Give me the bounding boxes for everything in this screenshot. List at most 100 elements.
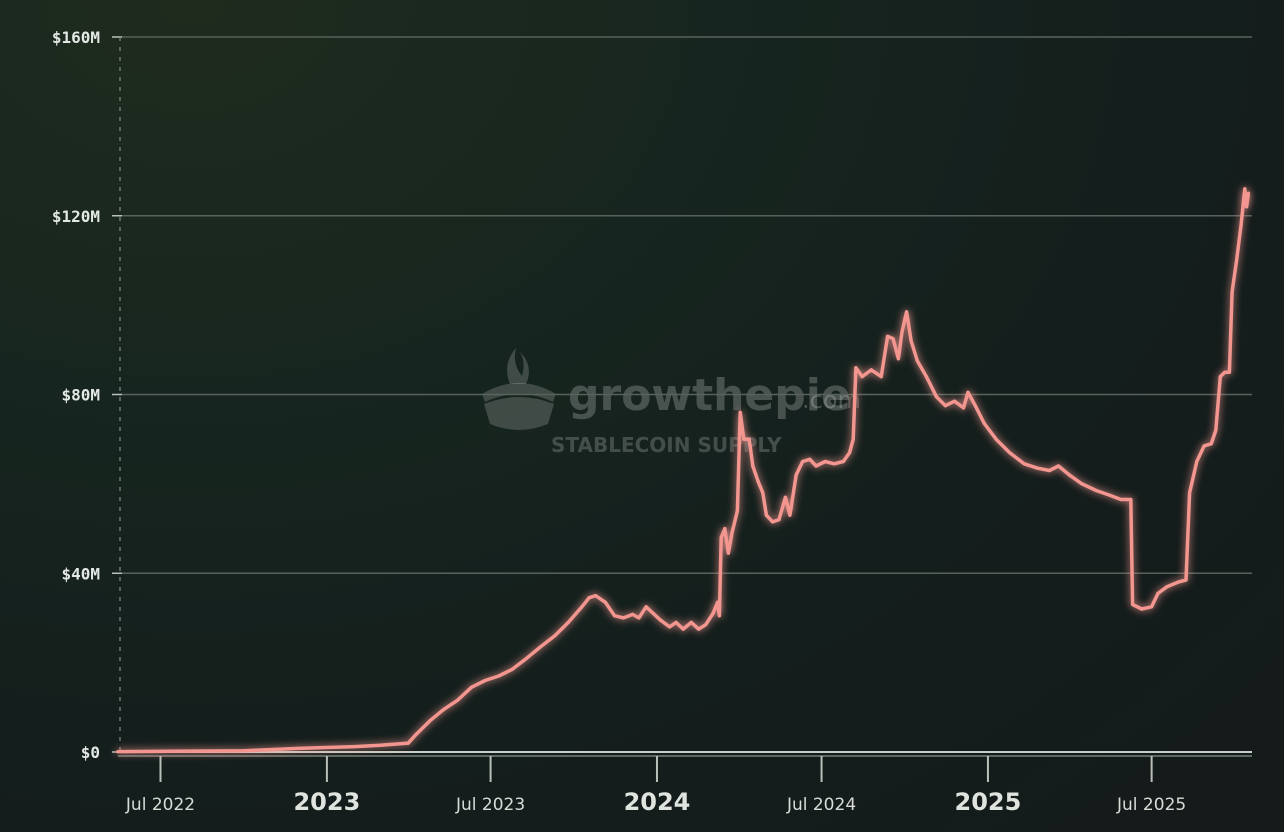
data-point — [497, 674, 501, 678]
growthepie-logo-icon — [482, 348, 556, 430]
watermark-subtitle: STABLECOIN SUPPLY — [551, 433, 782, 457]
series-line — [116, 187, 1251, 754]
data-point — [1235, 258, 1239, 262]
data-point — [689, 620, 693, 625]
data-point — [442, 707, 446, 712]
data-point — [814, 464, 818, 468]
data-point — [644, 605, 648, 609]
data-point — [891, 337, 895, 341]
data-point — [603, 600, 608, 604]
data-point — [788, 513, 792, 517]
data-point — [1022, 462, 1026, 466]
data-point — [1165, 585, 1169, 589]
data-point — [1067, 473, 1071, 477]
data-point — [1239, 223, 1243, 227]
y-tick-label: $80M — [61, 386, 100, 405]
data-point — [637, 616, 641, 620]
data-point — [943, 404, 948, 408]
data-point — [1080, 482, 1084, 486]
data-point — [1202, 444, 1206, 448]
data-point — [325, 745, 329, 750]
data-point — [777, 518, 781, 522]
data-point — [966, 390, 970, 394]
data-point — [869, 368, 873, 372]
data-point — [704, 623, 708, 627]
x-axis: Jul 2022 2023 Jul 2023 2024 Jul 2024 2025 Jul … — [118, 751, 1252, 816]
watermark-domain: .com — [802, 386, 861, 414]
data-point — [1184, 578, 1188, 582]
data-point — [886, 334, 890, 338]
data-point — [612, 614, 617, 618]
data-point — [909, 339, 913, 343]
data-point — [659, 618, 663, 622]
data-point — [738, 410, 742, 414]
y-tick-label: $40M — [61, 564, 100, 583]
data-point — [764, 513, 769, 517]
data-point — [483, 678, 487, 683]
data-point — [1243, 187, 1247, 191]
data-point — [1008, 451, 1012, 455]
data-point — [697, 627, 701, 631]
data-point — [860, 375, 864, 379]
data-point — [1047, 468, 1051, 473]
data-point — [651, 611, 655, 616]
data-point — [961, 406, 966, 410]
data-point — [783, 495, 788, 499]
series-layer — [116, 187, 1251, 754]
data-point — [1227, 370, 1231, 374]
x-tick-label: Jul 2025 — [1116, 795, 1186, 815]
watermark: growthepie .com STABLECOIN SUPPLY — [482, 348, 861, 457]
data-point — [761, 491, 765, 495]
data-point — [726, 551, 731, 555]
data-point — [566, 620, 570, 625]
data-point — [553, 634, 557, 638]
y-tick-label: $0 — [81, 743, 100, 762]
data-point — [297, 746, 301, 751]
data-point — [801, 459, 805, 464]
data-point — [905, 310, 909, 314]
y-axis: $0 $40M $80M $120M $160M — [52, 28, 122, 762]
data-point — [1176, 580, 1180, 584]
data-point — [1223, 370, 1227, 374]
data-point — [674, 620, 678, 625]
data-point — [723, 527, 727, 531]
x-tick-label: 2024 — [624, 788, 691, 816]
x-tick-label: Jul 2023 — [455, 795, 525, 815]
data-point — [934, 395, 939, 399]
data-point — [1119, 497, 1123, 502]
data-point — [756, 480, 760, 484]
y-tick-label: $120M — [52, 207, 100, 226]
data-point — [631, 612, 635, 617]
data-point — [832, 462, 836, 466]
data-point — [711, 611, 715, 616]
data-point — [186, 749, 191, 753]
data-point — [742, 437, 746, 441]
data-point — [1209, 442, 1213, 446]
data-point — [116, 750, 120, 754]
data-point — [580, 605, 584, 609]
data-point — [242, 749, 246, 753]
data-point — [982, 421, 986, 426]
data-point — [1218, 375, 1222, 379]
data-point — [1140, 607, 1144, 611]
data-point — [1056, 464, 1061, 468]
data-point — [1131, 602, 1135, 607]
data-point — [751, 464, 755, 468]
grid-lines — [118, 36, 1252, 574]
data-point — [854, 366, 858, 370]
data-point — [719, 535, 723, 540]
data-point — [406, 741, 410, 745]
data-point — [1188, 491, 1192, 495]
data-point — [794, 473, 798, 477]
data-point — [1129, 497, 1133, 502]
data-point — [848, 451, 852, 455]
data-point — [879, 375, 883, 379]
data-point — [1245, 205, 1249, 209]
data-point — [973, 404, 977, 408]
x-tick-label: Jul 2022 — [125, 795, 195, 815]
data-point — [587, 596, 591, 600]
data-point — [1156, 591, 1160, 596]
data-point — [1094, 489, 1099, 493]
y-tick-label: $160M — [52, 28, 100, 47]
